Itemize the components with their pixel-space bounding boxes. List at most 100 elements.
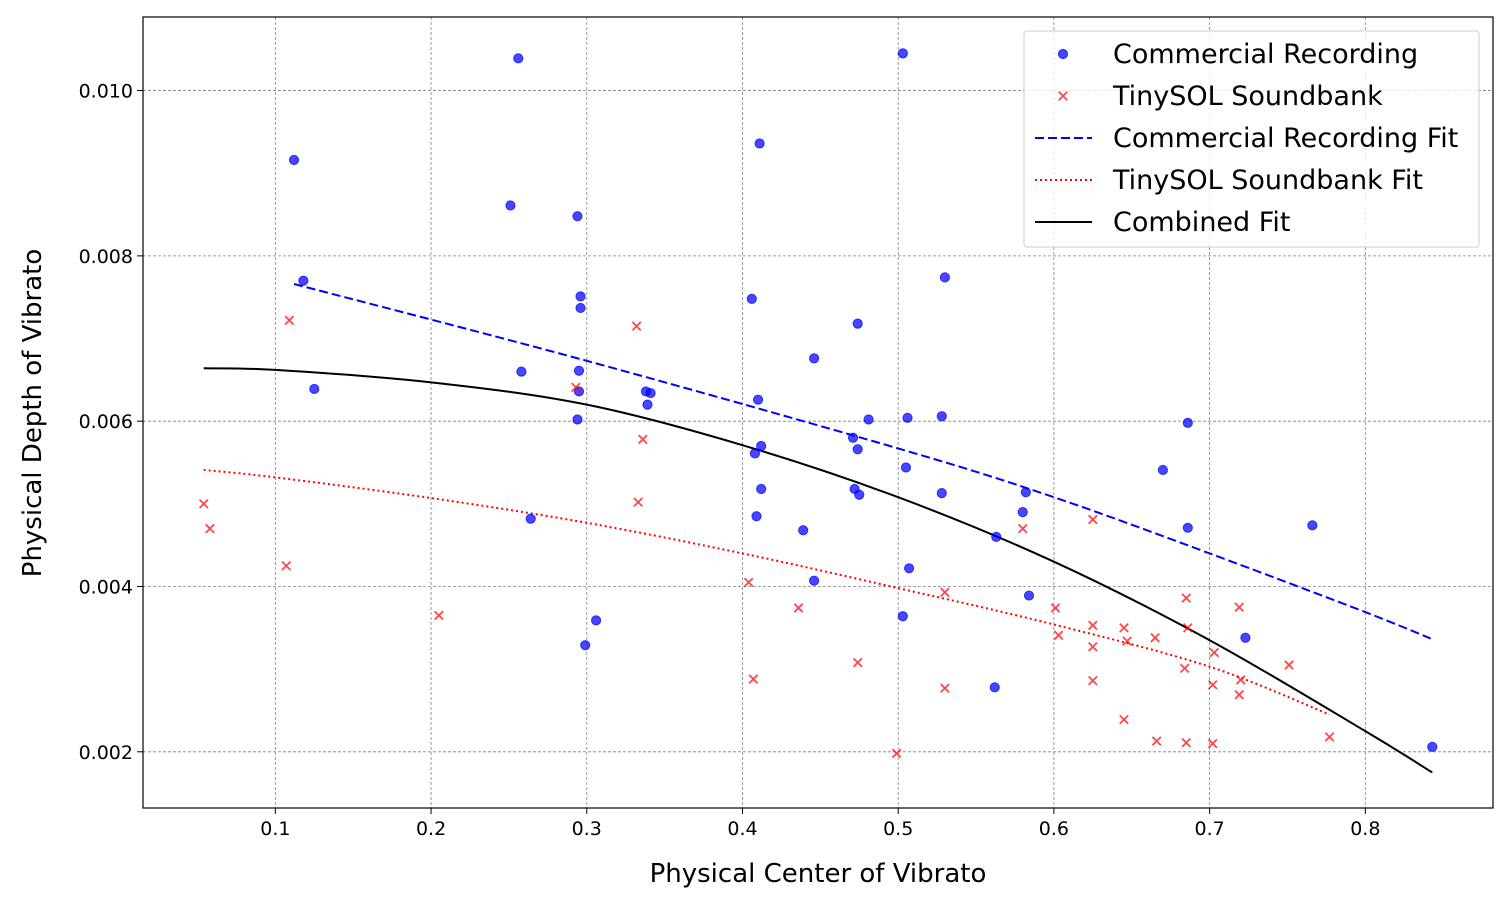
legend-marker-tinysol-soundbank <box>1058 91 1068 101</box>
commercial-recording-point <box>900 462 912 473</box>
x-tick-label: 0.2 <box>416 818 446 840</box>
tinysol-soundbank-point <box>1151 736 1162 746</box>
commercial-recording-point <box>847 432 859 443</box>
commercial-recording-point <box>1017 506 1028 518</box>
commercial-recording-point <box>298 275 309 286</box>
commercial-recording-point <box>756 483 767 495</box>
tinysol-soundbank-point <box>940 683 950 693</box>
commercial-recording-fit-line <box>293 283 1432 640</box>
commercial-recording-point <box>1020 487 1031 498</box>
tinysol-soundbank-point <box>631 321 642 331</box>
plot-frame <box>142 16 1494 809</box>
data-points <box>198 48 1438 759</box>
commercial-recording-point <box>1182 522 1193 533</box>
commercial-recording-point <box>754 138 765 149</box>
fit-lines <box>203 283 1433 774</box>
commercial-recording-point <box>746 293 757 304</box>
x-tick-label: 0.7 <box>1194 818 1224 840</box>
legend-label-commercial-recording: Commercial Recording <box>1113 39 1418 70</box>
tinysol-soundbank-point <box>1181 737 1192 748</box>
y-tick-label: 0.006 <box>79 411 133 433</box>
commercial-recording-point <box>572 414 583 425</box>
commercial-recording-point <box>1023 590 1035 601</box>
tinysol-soundbank-point <box>281 560 292 571</box>
x-tick-label: 0.8 <box>1350 818 1380 840</box>
tinysol-soundbank-point <box>743 577 754 588</box>
combined-fit-line <box>203 367 1433 774</box>
y-tick-label: 0.002 <box>79 742 133 764</box>
tinysol-soundbank-point <box>1087 641 1098 652</box>
commercial-recording-point <box>809 353 820 364</box>
tinysol-soundbank-point <box>1284 660 1294 670</box>
commercial-recording-point <box>989 682 1000 693</box>
tinysol-soundbank-point <box>633 497 643 508</box>
commercial-recording-point <box>1240 632 1251 643</box>
commercial-recording-point <box>573 365 585 376</box>
x-axis-label: Physical Center of Vibrato <box>650 859 987 889</box>
commercial-recording-point <box>902 412 913 423</box>
tinysol-soundbank-point <box>1150 632 1160 643</box>
legend-label-commercial-recording-fit: Commercial Recording Fit <box>1113 123 1458 154</box>
commercial-recording-point <box>309 383 320 395</box>
commercial-recording-point <box>580 640 591 651</box>
tinysol-soundbank-point <box>1181 593 1192 603</box>
commercial-recording-point <box>1427 741 1438 752</box>
commercial-recording-point <box>991 531 1002 542</box>
commercial-recording-point <box>1182 417 1193 428</box>
y-tick-label: 0.008 <box>79 246 133 268</box>
commercial-recording-point <box>575 302 586 314</box>
commercial-recording-point <box>939 272 951 283</box>
tinysol-soundbank-point <box>1179 663 1190 674</box>
commercial-recording-point <box>809 575 820 586</box>
legend: Commercial Recording TinySOL Soundbank Com… <box>1023 30 1480 248</box>
tinysol-soundbank-point <box>198 498 209 509</box>
commercial-recording-point <box>752 394 764 405</box>
commercial-recording-point <box>516 366 527 377</box>
tinysol-soundbank-point <box>1087 514 1098 525</box>
commercial-recording-point <box>852 318 863 329</box>
commercial-recording-point <box>513 53 524 64</box>
commercial-recording-point <box>936 487 947 499</box>
legend-box <box>1023 30 1480 248</box>
x-tick-label: 0.5 <box>883 818 913 840</box>
legend-label-tinysol-soundbank: TinySOL Soundbank <box>1112 81 1383 112</box>
tinysol-soundbank-point <box>1053 630 1064 641</box>
y-tick-label: 0.004 <box>79 576 133 598</box>
x-tick-label: 0.4 <box>727 818 757 840</box>
x-tick-label: 0.3 <box>572 818 602 840</box>
commercial-recording-point <box>936 411 947 422</box>
tinysol-soundbank-point <box>793 603 804 613</box>
tinysol-soundbank-point <box>1050 603 1061 613</box>
commercial-recording-point <box>572 211 583 222</box>
tinysol-soundbank-point <box>434 610 444 621</box>
tinysol-soundbank-point <box>571 382 581 393</box>
tinysol-soundbank-point <box>1234 689 1245 700</box>
commercial-recording-point <box>852 444 863 455</box>
tinysol-soundbank-point <box>1122 636 1132 646</box>
commercial-recording-point <box>903 563 915 574</box>
x-tick-label: 0.1 <box>260 818 290 840</box>
tinysol-soundbank-fit-line <box>203 468 1330 716</box>
commercial-recording-point <box>645 387 656 399</box>
axis-ticks: 0.1 0.2 0.3 0.4 0.5 0.6 0.7 0.8 0.002 0.004 0.006 0… <box>79 81 1381 840</box>
tinysol-soundbank-point <box>852 657 863 668</box>
tinysol-soundbank-point <box>1235 675 1246 685</box>
y-tick-label: 0.010 <box>79 81 133 103</box>
commercial-recording-point <box>756 440 767 452</box>
tinysol-soundbank-point <box>1087 675 1098 686</box>
tinysol-soundbank-point <box>1234 602 1245 612</box>
tinysol-soundbank-point <box>748 674 759 684</box>
legend-label-combined-fit: Combined Fit <box>1113 207 1290 238</box>
tinysol-soundbank-point <box>891 748 902 759</box>
tinysol-soundbank-point <box>1324 732 1335 742</box>
commercial-recording-point <box>897 48 908 59</box>
tinysol-soundbank-point <box>284 315 295 326</box>
tinysol-soundbank-point <box>1119 714 1129 725</box>
tinysol-soundbank-point <box>1209 647 1220 658</box>
commercial-recording-point <box>1307 520 1318 531</box>
commercial-recording-point <box>798 525 809 536</box>
commercial-recording-point <box>575 291 586 302</box>
commercial-recording-point <box>863 414 874 425</box>
tinysol-soundbank-point <box>1207 680 1218 690</box>
commercial-recording-point <box>749 448 761 459</box>
